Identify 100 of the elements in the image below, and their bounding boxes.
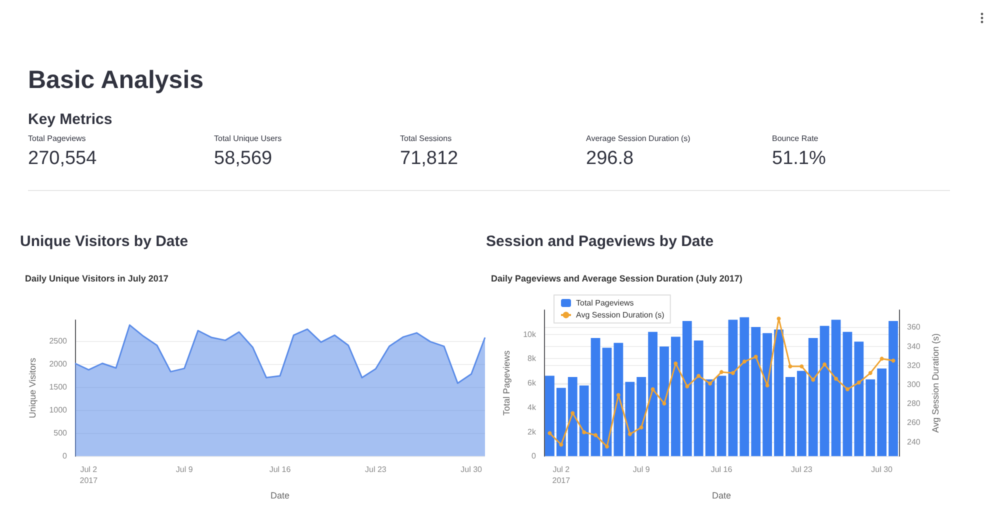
chart-title: Unique Visitors by Date [20,233,188,250]
point [582,430,586,434]
text: 296.8 [586,148,635,171]
y-tick-label: 6k [528,378,537,388]
text: Total Sessions [400,134,453,145]
y2-tick-label: 240 [907,437,921,446]
point [696,374,701,378]
text: Total Pageviews [28,134,87,145]
chart-title: Session and Pageviews by Date [486,233,715,252]
x-tick-label: Jul 23 [364,465,387,474]
point [856,380,861,385]
x-axis-title: Date [270,490,290,500]
bar [866,379,876,456]
point [604,444,609,449]
point [754,354,758,359]
bar [545,376,554,456]
bar [705,379,715,456]
y2-tick-label: 340 [907,342,921,351]
y2-tick-label: 360 [907,322,921,332]
point [559,442,564,447]
point [616,392,620,397]
bar [796,370,806,456]
bar [728,320,738,456]
x-tick-label: Jul 9 [632,465,650,474]
bar [854,342,864,456]
x-tick-label: Jul 23 [790,465,813,474]
y-tick-label: 4k [528,402,537,412]
legend-label: Total Pageviews [576,298,634,308]
point [650,387,655,392]
point [788,364,792,368]
bar [682,320,692,456]
bar [786,376,795,456]
text: Key Metrics [28,110,114,130]
bar [590,338,600,456]
y2-tick-label: 260 [907,418,921,428]
x-axis-title: Date [712,490,732,500]
y-tick-label: 8k [528,354,537,364]
y-tick-label: 0 [62,452,68,461]
chart-subtitle: Daily Unique Visitors in July 2017 [25,274,168,284]
y2-tick-label: 320 [907,360,921,370]
bar [831,320,841,456]
y2-axis-title: Avg Session Duration (s) [930,333,941,433]
bar [556,388,566,456]
text: Total Unique Users [214,134,283,145]
bar [740,317,750,456]
y-axis-title: Total Pageviews [502,350,512,416]
point [845,387,850,392]
bar [762,333,772,456]
y-axis-title: Unique Visitors [28,357,38,418]
y2-tick-label: 280 [907,399,921,408]
bar [808,338,818,456]
bar [820,326,830,456]
bar [648,332,658,456]
bar [694,340,704,456]
x-tick-label: Jul 30 [871,465,894,474]
point [720,370,724,374]
bar [774,329,784,456]
legend-label: Avg Session Duration (s) [576,310,665,320]
point [594,433,598,438]
y-tick-label: 2000 [49,359,68,368]
point [880,356,884,361]
y-tick-label: 1000 [49,405,68,414]
bar [751,327,761,456]
bar [625,382,635,456]
chart-subtitle: Daily Pageviews and Average Session Duration (July 2017) [491,274,742,284]
point [765,383,770,388]
text: 270,554 [28,148,98,171]
point [570,411,575,416]
bar [888,320,898,456]
point [548,431,552,436]
y-tick-label: 1500 [49,382,68,392]
point [811,378,816,382]
point [708,382,712,386]
point [662,402,666,406]
point [868,371,872,376]
bar [660,346,669,456]
x-tick-label: Jul 30 [460,465,483,474]
point [674,361,678,366]
x-tick-label: Jul 2 2017 [80,465,98,486]
y2-tick-label: 300 [907,380,921,389]
y-tick-label: 500 [54,428,68,438]
bar [877,368,887,456]
bar [716,376,726,456]
x-tick-label: Jul 9 [176,465,194,474]
text: Average Session Duration (s) [586,134,692,145]
point [834,376,838,381]
bar [636,376,646,456]
text: 58,569 [214,148,274,171]
text: Basic Analysis [28,65,205,96]
text: 71,812 [400,148,460,171]
point [685,384,690,388]
y-tick-label: 2500 [49,336,68,346]
point [639,425,644,430]
bar [671,336,680,456]
text: 51.1% [772,148,827,171]
bar [614,342,624,456]
y-tick-label: 2k [528,427,537,436]
point [800,364,804,368]
bar [602,348,612,456]
point [628,432,632,436]
